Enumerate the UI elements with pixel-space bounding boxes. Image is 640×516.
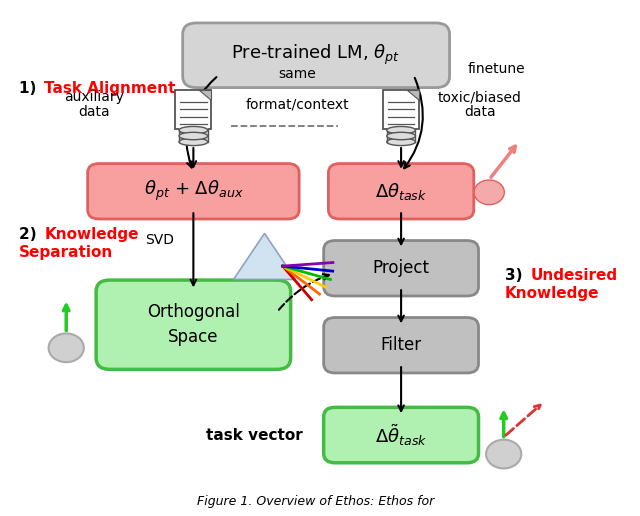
Text: 1): 1) — [19, 81, 42, 96]
Ellipse shape — [387, 132, 415, 140]
Circle shape — [49, 333, 84, 362]
Text: auxiliary: auxiliary — [65, 90, 125, 104]
Text: format/context: format/context — [245, 97, 349, 111]
Circle shape — [486, 440, 522, 469]
Polygon shape — [407, 90, 419, 100]
FancyBboxPatch shape — [324, 317, 479, 373]
Text: 2): 2) — [19, 228, 42, 243]
Text: Figure 1. Overview of Ethos: Ethos for: Figure 1. Overview of Ethos: Ethos for — [198, 495, 435, 508]
FancyBboxPatch shape — [387, 128, 415, 140]
Text: Knowledge: Knowledge — [44, 228, 139, 243]
Text: Undesired: Undesired — [530, 268, 617, 283]
FancyBboxPatch shape — [179, 128, 208, 140]
Text: data: data — [464, 105, 495, 119]
Text: data: data — [79, 105, 110, 119]
Text: Project: Project — [372, 259, 429, 277]
Text: 3): 3) — [505, 268, 528, 283]
Text: $\Delta\tilde{\theta}_{task}$: $\Delta\tilde{\theta}_{task}$ — [375, 422, 428, 448]
Text: same: same — [278, 67, 316, 81]
Text: Filter: Filter — [381, 336, 422, 354]
Text: Orthogonal
Space: Orthogonal Space — [147, 303, 240, 346]
Ellipse shape — [387, 138, 415, 146]
Text: SVD: SVD — [145, 233, 174, 247]
Text: $\theta_{pt}$ + $\Delta\theta_{aux}$: $\theta_{pt}$ + $\Delta\theta_{aux}$ — [143, 179, 243, 203]
Text: Task Alignment: Task Alignment — [44, 81, 175, 96]
Ellipse shape — [179, 126, 208, 134]
FancyBboxPatch shape — [328, 164, 474, 219]
Ellipse shape — [179, 138, 208, 146]
Ellipse shape — [179, 132, 208, 140]
Text: Separation: Separation — [19, 246, 113, 261]
FancyBboxPatch shape — [324, 240, 479, 296]
Ellipse shape — [387, 126, 415, 134]
FancyBboxPatch shape — [383, 90, 419, 129]
Circle shape — [474, 180, 504, 205]
FancyBboxPatch shape — [96, 280, 291, 369]
Polygon shape — [199, 90, 211, 100]
Text: toxic/biased: toxic/biased — [438, 90, 522, 104]
Polygon shape — [234, 233, 296, 280]
Text: task vector: task vector — [205, 428, 302, 443]
Text: Pre-trained LM, $\theta_{pt}$: Pre-trained LM, $\theta_{pt}$ — [232, 43, 401, 68]
Text: finetune: finetune — [467, 62, 525, 76]
FancyBboxPatch shape — [324, 407, 479, 463]
FancyBboxPatch shape — [175, 90, 211, 129]
Text: $\Delta\theta_{task}$: $\Delta\theta_{task}$ — [375, 181, 428, 202]
FancyBboxPatch shape — [88, 164, 299, 219]
Text: Knowledge: Knowledge — [505, 286, 600, 301]
FancyBboxPatch shape — [182, 23, 449, 88]
